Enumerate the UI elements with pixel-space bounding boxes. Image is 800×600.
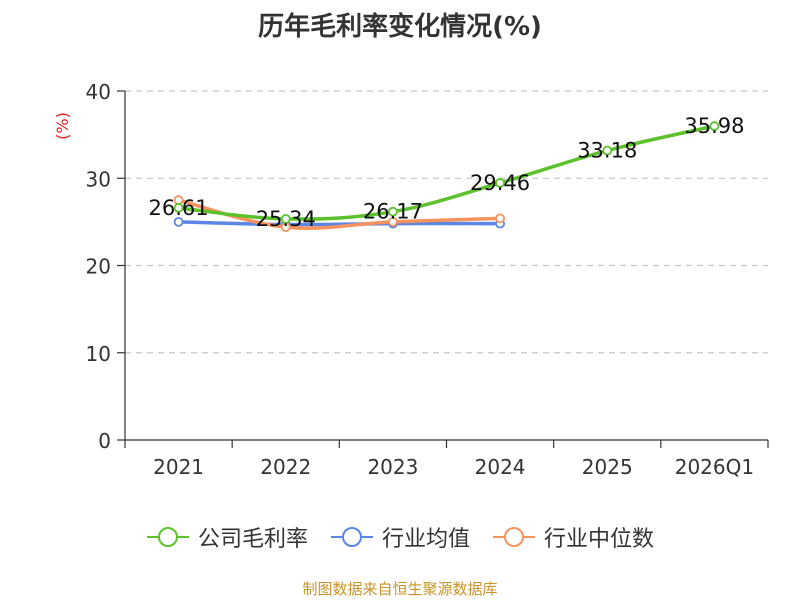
- series-line-0: [176, 124, 717, 221]
- data-point: [709, 121, 720, 131]
- y-tick-label: 10: [86, 342, 111, 366]
- legend-marker-icon: [493, 527, 535, 547]
- grid-lines: [125, 90, 768, 354]
- y-tick-label: 30: [86, 167, 111, 191]
- legend-label: 公司毛利率: [197, 527, 308, 552]
- x-tick-label: 2026Q1: [675, 455, 754, 479]
- x-tick-label: 2024: [475, 455, 526, 479]
- legend-item[interactable]: 公司毛利率: [146, 521, 308, 553]
- y-tick-label: 40: [86, 80, 111, 104]
- legend-label: 行业中位数: [544, 527, 655, 552]
- x-tick-label: 2023: [367, 455, 418, 479]
- data-point: [388, 216, 398, 227]
- source-footer: 制图数据来自恒生聚源数据库: [302, 580, 498, 598]
- data-label: 26.61: [149, 196, 209, 220]
- legend: 公司毛利率 行业均值 行业中位数: [0, 520, 800, 554]
- legend-marker-icon: [330, 527, 373, 547]
- series-lines: [173, 121, 720, 233]
- legend-item[interactable]: 行业中位数: [492, 521, 654, 553]
- data-point: [280, 214, 291, 224]
- data-label: 29.46: [470, 171, 530, 195]
- y-axis-label: (%): [53, 112, 72, 140]
- data-label: 26.17: [363, 200, 423, 224]
- data-label: 25.34: [256, 207, 316, 231]
- x-tick-label: 2021: [153, 455, 204, 479]
- x-tick-label: 2022: [260, 455, 311, 479]
- y-tick-label: 20: [86, 255, 111, 279]
- y-tick-label: 0: [98, 429, 111, 453]
- x-tick-label: 2025: [582, 455, 633, 479]
- data-point: [173, 202, 184, 213]
- legend-label: 行业均值: [381, 527, 470, 552]
- data-point: [173, 216, 184, 227]
- series-line-1: [176, 220, 502, 227]
- data-labels: 26.61 25.34 26.17 29.46 33.18 35.98: [149, 114, 745, 231]
- chart-title: 历年毛利率变化情况(%): [258, 12, 542, 42]
- data-point: [602, 145, 613, 156]
- legend-item[interactable]: 行业均值: [330, 521, 470, 553]
- legend-marker-icon: [146, 527, 189, 547]
- data-point: [388, 206, 398, 217]
- axes: 0 10 20 30 40 2021 2022 2023 2024 2025 2026Q1: [86, 80, 769, 479]
- data-label: 35.98: [684, 114, 744, 138]
- data-point: [495, 178, 505, 188]
- data-point: [495, 213, 505, 224]
- data-label: 33.18: [577, 139, 637, 163]
